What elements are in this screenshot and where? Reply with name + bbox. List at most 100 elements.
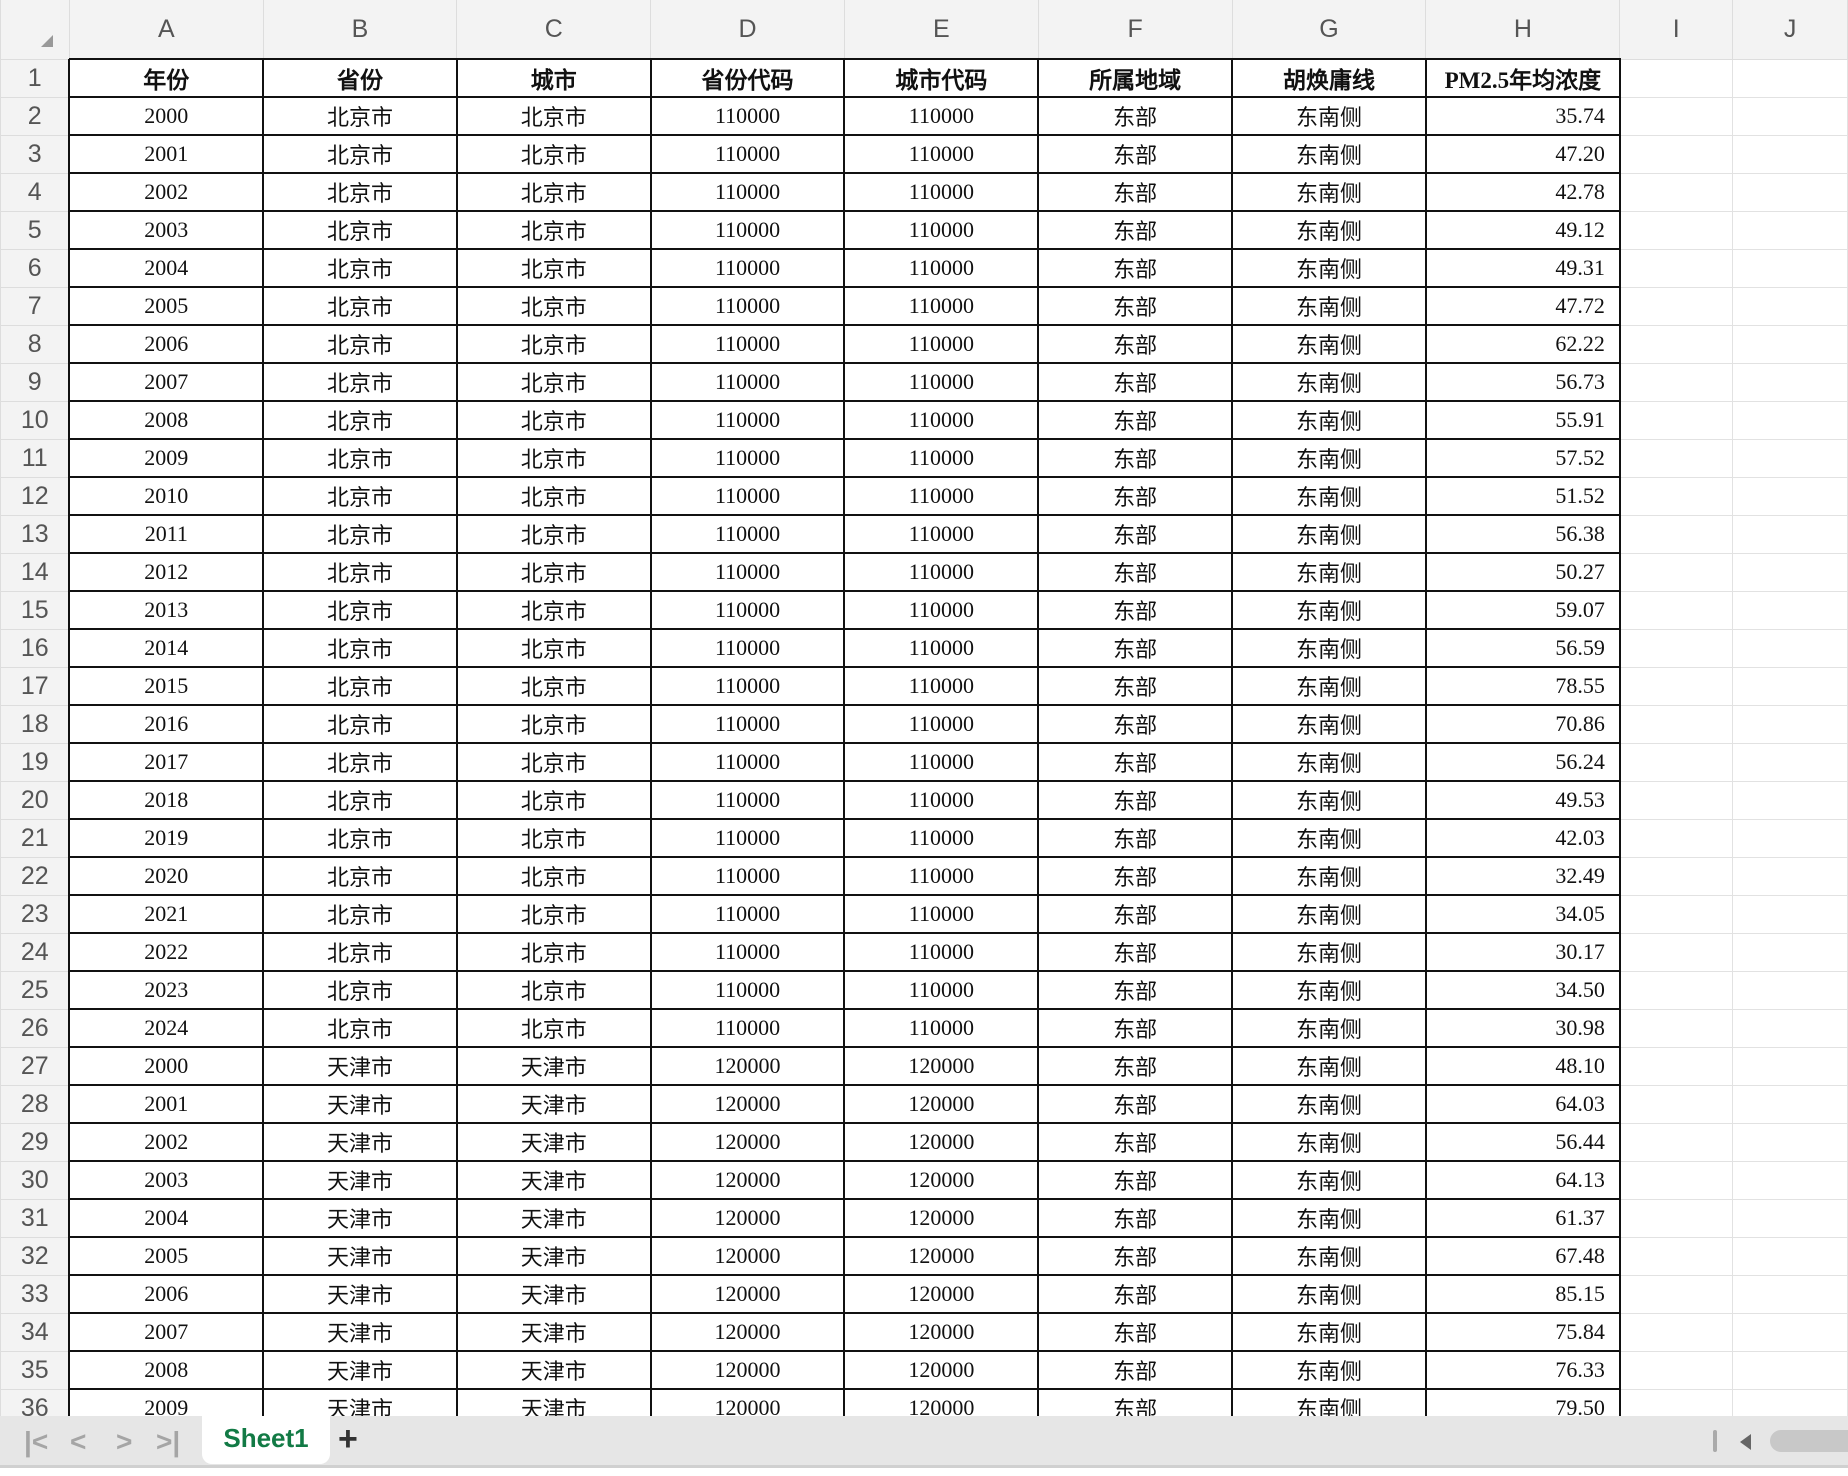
cell-e[interactable]: 110000 bbox=[843, 1008, 1040, 1048]
cell-c[interactable]: 北京市 bbox=[455, 628, 652, 668]
cell-b[interactable]: 北京市 bbox=[262, 172, 458, 212]
empty-cell[interactable] bbox=[1619, 286, 1734, 326]
cell-a[interactable]: 2009 bbox=[68, 438, 265, 478]
empty-cell[interactable] bbox=[1732, 856, 1848, 896]
column-header-b[interactable]: B bbox=[262, 0, 458, 60]
cell-b[interactable]: 天津市 bbox=[262, 1350, 458, 1390]
cell-g[interactable]: 东南侧 bbox=[1231, 742, 1427, 782]
row-header[interactable]: 28 bbox=[0, 1084, 70, 1124]
row-header[interactable]: 16 bbox=[0, 628, 70, 668]
empty-cell[interactable] bbox=[1732, 932, 1848, 972]
cell-d[interactable]: 省份代码 bbox=[649, 58, 846, 98]
row-header[interactable]: 7 bbox=[0, 286, 70, 326]
cell-a[interactable]: 2020 bbox=[68, 856, 265, 896]
row-header[interactable]: 36 bbox=[0, 1388, 70, 1416]
cell-a[interactable]: 2000 bbox=[68, 96, 265, 136]
cell-a[interactable]: 2006 bbox=[68, 324, 265, 364]
cell-a[interactable]: 2005 bbox=[68, 286, 265, 326]
cell-c[interactable]: 天津市 bbox=[455, 1084, 652, 1124]
cell-c[interactable]: 北京市 bbox=[455, 704, 652, 744]
cell-h[interactable]: 61.37 bbox=[1424, 1198, 1621, 1238]
cell-h[interactable]: 34.50 bbox=[1424, 970, 1621, 1010]
cell-c[interactable]: 北京市 bbox=[455, 210, 652, 250]
empty-cell[interactable] bbox=[1732, 514, 1848, 554]
cell-a[interactable]: 2012 bbox=[68, 552, 265, 592]
prev-sheet-icon[interactable]: < bbox=[70, 1426, 87, 1457]
cell-d[interactable]: 110000 bbox=[649, 96, 846, 136]
empty-cell[interactable] bbox=[1619, 590, 1734, 630]
empty-cell[interactable] bbox=[1732, 666, 1848, 706]
cell-b[interactable]: 北京市 bbox=[262, 628, 458, 668]
cell-b[interactable]: 北京市 bbox=[262, 324, 458, 364]
cell-h[interactable]: 32.49 bbox=[1424, 856, 1621, 896]
empty-cell[interactable] bbox=[1732, 818, 1848, 858]
cell-b[interactable]: 北京市 bbox=[262, 666, 458, 706]
empty-cell[interactable] bbox=[1732, 362, 1848, 402]
cell-e[interactable]: 120000 bbox=[843, 1350, 1040, 1390]
cell-e[interactable]: 120000 bbox=[843, 1084, 1040, 1124]
cell-e[interactable]: 110000 bbox=[843, 856, 1040, 896]
cell-e[interactable]: 110000 bbox=[843, 932, 1040, 972]
cell-f[interactable]: 东部 bbox=[1037, 438, 1234, 478]
cell-g[interactable]: 东南侧 bbox=[1231, 1084, 1427, 1124]
cell-g[interactable]: 东南侧 bbox=[1231, 1274, 1427, 1314]
empty-cell[interactable] bbox=[1732, 1236, 1848, 1276]
cell-e[interactable]: 110000 bbox=[843, 210, 1040, 250]
cell-d[interactable]: 110000 bbox=[649, 362, 846, 402]
cell-g[interactable]: 东南侧 bbox=[1231, 1160, 1427, 1200]
row-header[interactable]: 8 bbox=[0, 324, 70, 364]
empty-cell[interactable] bbox=[1619, 58, 1734, 98]
cell-g[interactable]: 东南侧 bbox=[1231, 1122, 1427, 1162]
row-header[interactable]: 6 bbox=[0, 248, 70, 288]
cell-f[interactable]: 东部 bbox=[1037, 628, 1234, 668]
cell-h[interactable]: 64.03 bbox=[1424, 1084, 1621, 1124]
cell-c[interactable]: 北京市 bbox=[455, 96, 652, 136]
cell-c[interactable]: 城市 bbox=[455, 58, 652, 98]
cell-c[interactable]: 天津市 bbox=[455, 1198, 652, 1238]
cell-a[interactable]: 2002 bbox=[68, 1122, 265, 1162]
row-header[interactable]: 17 bbox=[0, 666, 70, 706]
cell-a[interactable]: 2014 bbox=[68, 628, 265, 668]
empty-cell[interactable] bbox=[1732, 742, 1848, 782]
cell-f[interactable]: 东部 bbox=[1037, 818, 1234, 858]
cell-a[interactable]: 2016 bbox=[68, 704, 265, 744]
cell-d[interactable]: 110000 bbox=[649, 590, 846, 630]
cell-b[interactable]: 天津市 bbox=[262, 1046, 458, 1086]
empty-cell[interactable] bbox=[1619, 1008, 1734, 1048]
empty-cell[interactable] bbox=[1732, 552, 1848, 592]
cell-f[interactable]: 东部 bbox=[1037, 1236, 1234, 1276]
cell-g[interactable]: 东南侧 bbox=[1231, 666, 1427, 706]
cell-b[interactable]: 天津市 bbox=[262, 1122, 458, 1162]
row-header[interactable]: 26 bbox=[0, 1008, 70, 1048]
cell-f[interactable]: 东部 bbox=[1037, 1198, 1234, 1238]
empty-cell[interactable] bbox=[1619, 666, 1734, 706]
cell-g[interactable]: 东南侧 bbox=[1231, 172, 1427, 212]
row-header[interactable]: 32 bbox=[0, 1236, 70, 1276]
cell-a[interactable]: 2024 bbox=[68, 1008, 265, 1048]
last-sheet-icon[interactable]: >| bbox=[156, 1426, 181, 1457]
cell-h[interactable]: 64.13 bbox=[1424, 1160, 1621, 1200]
row-header[interactable]: 24 bbox=[0, 932, 70, 972]
cell-a[interactable]: 2021 bbox=[68, 894, 265, 934]
cell-d[interactable]: 110000 bbox=[649, 552, 846, 592]
cell-b[interactable]: 北京市 bbox=[262, 552, 458, 592]
cell-d[interactable]: 110000 bbox=[649, 1008, 846, 1048]
column-header-c[interactable]: C bbox=[456, 0, 652, 60]
row-header[interactable]: 21 bbox=[0, 818, 70, 858]
cell-c[interactable]: 北京市 bbox=[455, 286, 652, 326]
cell-h[interactable]: 70.86 bbox=[1424, 704, 1621, 744]
cell-e[interactable]: 110000 bbox=[843, 324, 1040, 364]
row-header[interactable]: 10 bbox=[0, 400, 70, 440]
cell-c[interactable]: 北京市 bbox=[455, 894, 652, 934]
cell-h[interactable]: 56.73 bbox=[1424, 362, 1621, 402]
cell-b[interactable]: 北京市 bbox=[262, 894, 458, 934]
empty-cell[interactable] bbox=[1619, 1198, 1734, 1238]
cell-d[interactable]: 110000 bbox=[649, 780, 846, 820]
cell-d[interactable]: 110000 bbox=[649, 286, 846, 326]
row-header[interactable]: 19 bbox=[0, 742, 70, 782]
cell-e[interactable]: 110000 bbox=[843, 590, 1040, 630]
cell-d[interactable]: 120000 bbox=[649, 1274, 846, 1314]
row-header[interactable]: 33 bbox=[0, 1274, 70, 1314]
cell-h[interactable]: 56.24 bbox=[1424, 742, 1621, 782]
cell-d[interactable]: 110000 bbox=[649, 666, 846, 706]
